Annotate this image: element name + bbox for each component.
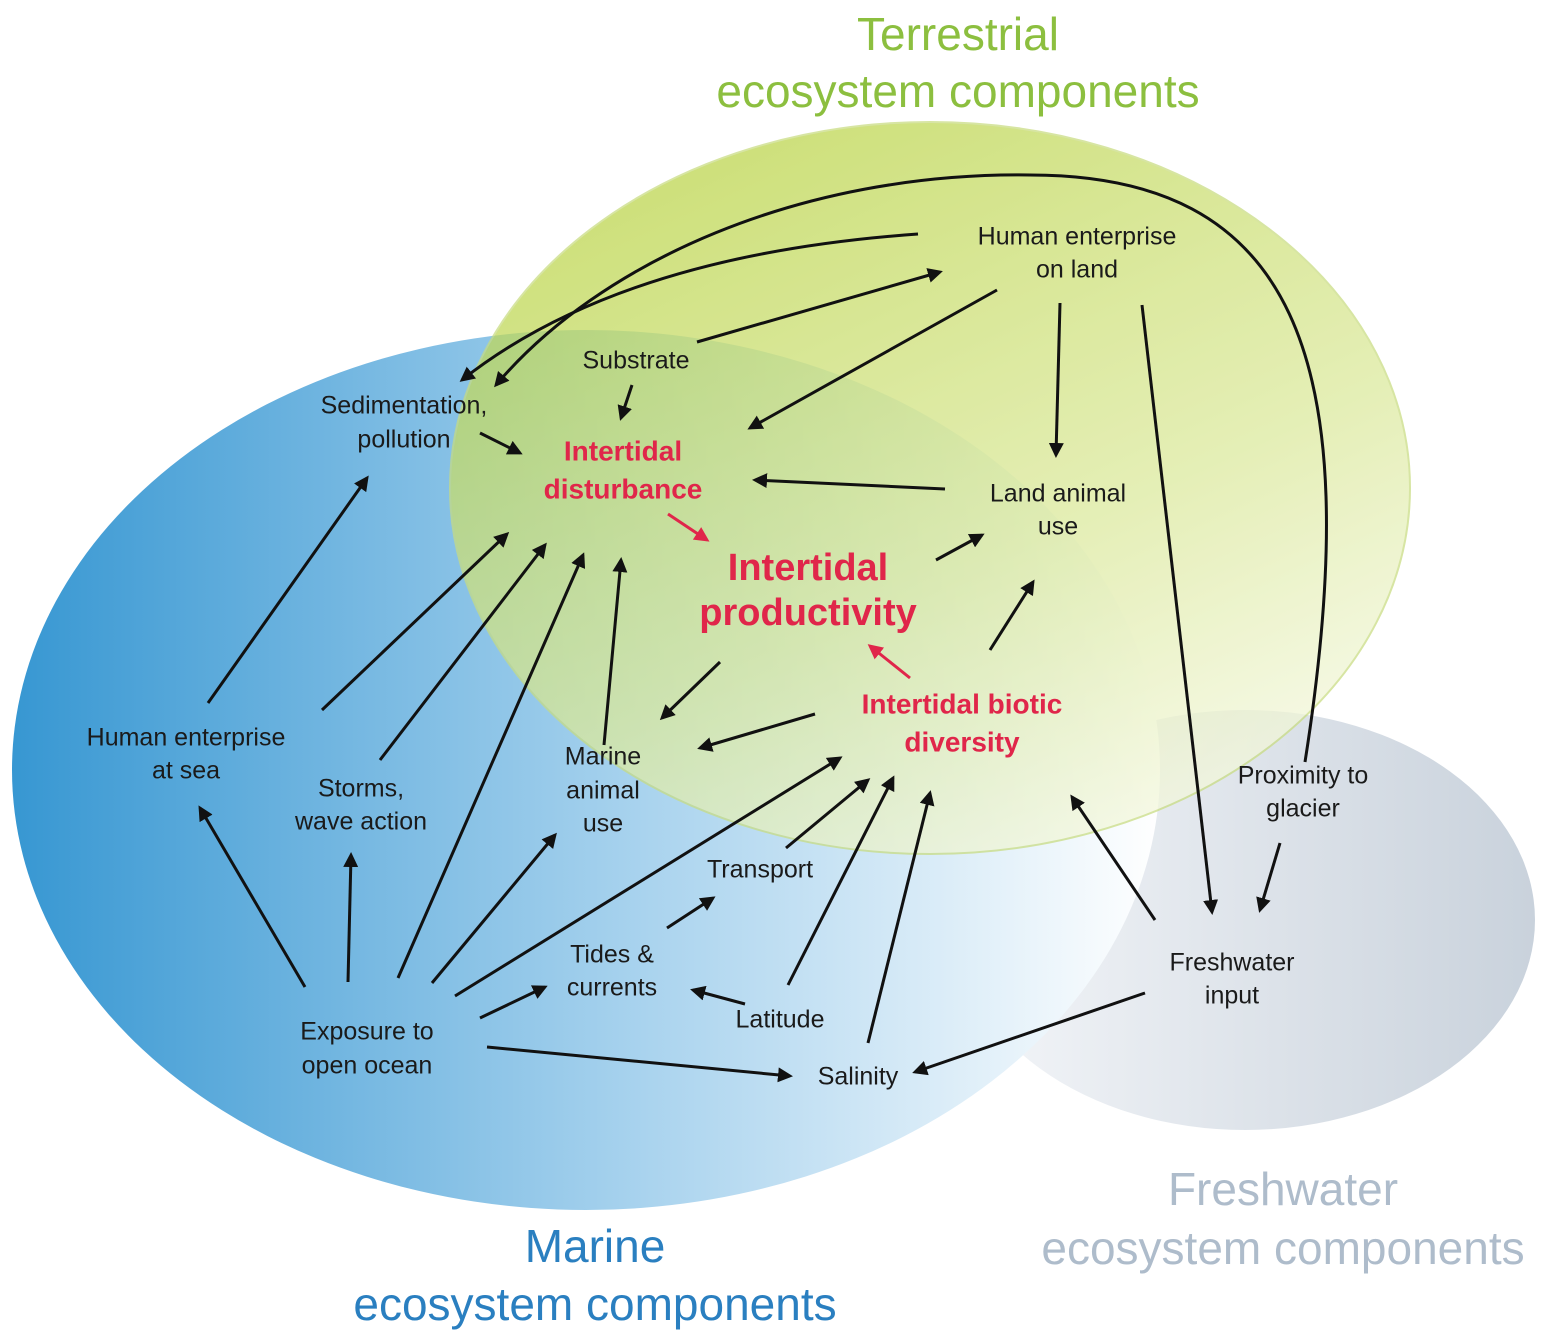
arrow <box>786 775 895 986</box>
arrow <box>867 644 911 680</box>
node-label: Intertidal <box>564 435 682 466</box>
arrow <box>479 431 523 455</box>
node-label: Substrate <box>582 347 689 375</box>
arrow <box>378 542 547 761</box>
node-label: on land <box>1036 256 1118 284</box>
node-label: pollution <box>357 426 450 454</box>
arrow <box>690 985 746 1006</box>
arrow <box>752 473 946 491</box>
arrow <box>659 660 722 721</box>
arrow <box>1140 304 1219 915</box>
arrow <box>1048 302 1064 458</box>
node-label: Human enterprise <box>87 724 286 752</box>
arrow <box>454 756 843 998</box>
node-label: use <box>583 810 623 838</box>
arrow <box>602 557 628 746</box>
node-label: use <box>1038 513 1078 541</box>
node-label: glacier <box>1266 795 1340 823</box>
arrow <box>912 991 1146 1076</box>
arrow <box>1070 794 1157 921</box>
node-label: Marine <box>565 743 641 771</box>
region-label: Marine <box>525 1220 666 1272</box>
node-label: disturbance <box>544 473 703 504</box>
node-label: Exposure to <box>300 1018 433 1046</box>
arrow <box>747 288 998 430</box>
arrow <box>866 790 935 1044</box>
region-label: Freshwater <box>1168 1163 1398 1215</box>
arrows <box>198 173 1328 1083</box>
arrow <box>785 778 871 850</box>
region-label: ecosystem components <box>1041 1222 1524 1274</box>
node-label: wave action <box>294 808 427 836</box>
arrow <box>667 512 710 542</box>
node-label: open ocean <box>302 1052 433 1080</box>
node-label: Storms, <box>318 775 404 803</box>
arrow <box>486 1045 793 1083</box>
arrow <box>343 852 359 983</box>
arrow <box>430 832 557 984</box>
node-label: diversity <box>904 726 1020 757</box>
node-label: Intertidal <box>728 547 888 589</box>
arrow <box>696 268 943 344</box>
arrow <box>459 232 919 382</box>
node-label: Transport <box>707 856 813 884</box>
region-label: ecosystem components <box>353 1278 836 1330</box>
arrow <box>697 712 816 752</box>
node-label: input <box>1205 982 1259 1010</box>
arrow <box>198 805 307 988</box>
node-label: Human enterprise <box>978 223 1177 251</box>
region-label: Terrestrial <box>857 8 1059 60</box>
arrow <box>617 384 634 421</box>
arrow <box>988 579 1035 651</box>
arrow <box>479 985 548 1020</box>
node-label: animal <box>566 777 640 805</box>
node-label: productivity <box>699 592 916 634</box>
arrow <box>1256 842 1282 913</box>
arrow <box>494 173 1328 763</box>
node-label: Freshwater <box>1169 949 1294 977</box>
arrow <box>206 475 369 704</box>
node-label: Salinity <box>818 1063 899 1091</box>
node-label: Latitude <box>736 1006 825 1034</box>
node-label: Land animal <box>990 480 1126 508</box>
node-label: at sea <box>152 757 220 785</box>
node-label: currents <box>567 974 657 1002</box>
arrow <box>935 533 985 562</box>
region-label: ecosystem components <box>716 65 1199 117</box>
node-label: Proximity to <box>1238 762 1369 790</box>
arrow <box>320 531 510 712</box>
node-label: Sedimentation, <box>321 392 488 420</box>
arrow <box>396 552 586 979</box>
arrow <box>666 896 716 930</box>
node-label: Tides & <box>570 941 654 969</box>
node-label: Intertidal biotic <box>862 688 1063 719</box>
